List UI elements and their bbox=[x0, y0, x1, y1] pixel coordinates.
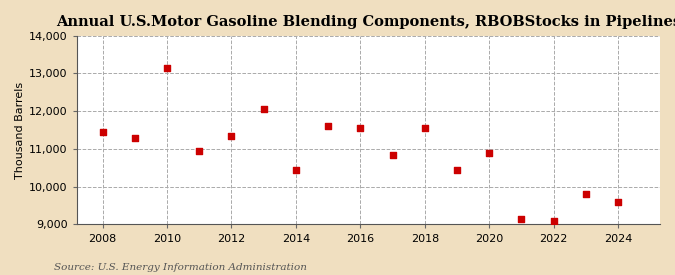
Point bbox=[259, 107, 269, 112]
Point bbox=[548, 219, 559, 223]
Point bbox=[194, 149, 205, 153]
Title: Annual U.S.Motor Gasoline Blending Components, RBOBStocks in Pipelines: Annual U.S.Motor Gasoline Blending Compo… bbox=[56, 15, 675, 29]
Point bbox=[452, 167, 462, 172]
Point bbox=[516, 217, 527, 221]
Point bbox=[323, 124, 333, 128]
Point bbox=[161, 66, 172, 70]
Point bbox=[387, 152, 398, 157]
Point bbox=[290, 167, 301, 172]
Point bbox=[484, 150, 495, 155]
Point bbox=[613, 200, 624, 204]
Text: Source: U.S. Energy Information Administration: Source: U.S. Energy Information Administ… bbox=[54, 263, 307, 272]
Point bbox=[355, 126, 366, 130]
Point bbox=[97, 130, 108, 134]
Y-axis label: Thousand Barrels: Thousand Barrels bbox=[15, 81, 25, 179]
Point bbox=[226, 134, 237, 138]
Point bbox=[419, 126, 430, 130]
Point bbox=[130, 136, 140, 140]
Point bbox=[580, 192, 591, 196]
